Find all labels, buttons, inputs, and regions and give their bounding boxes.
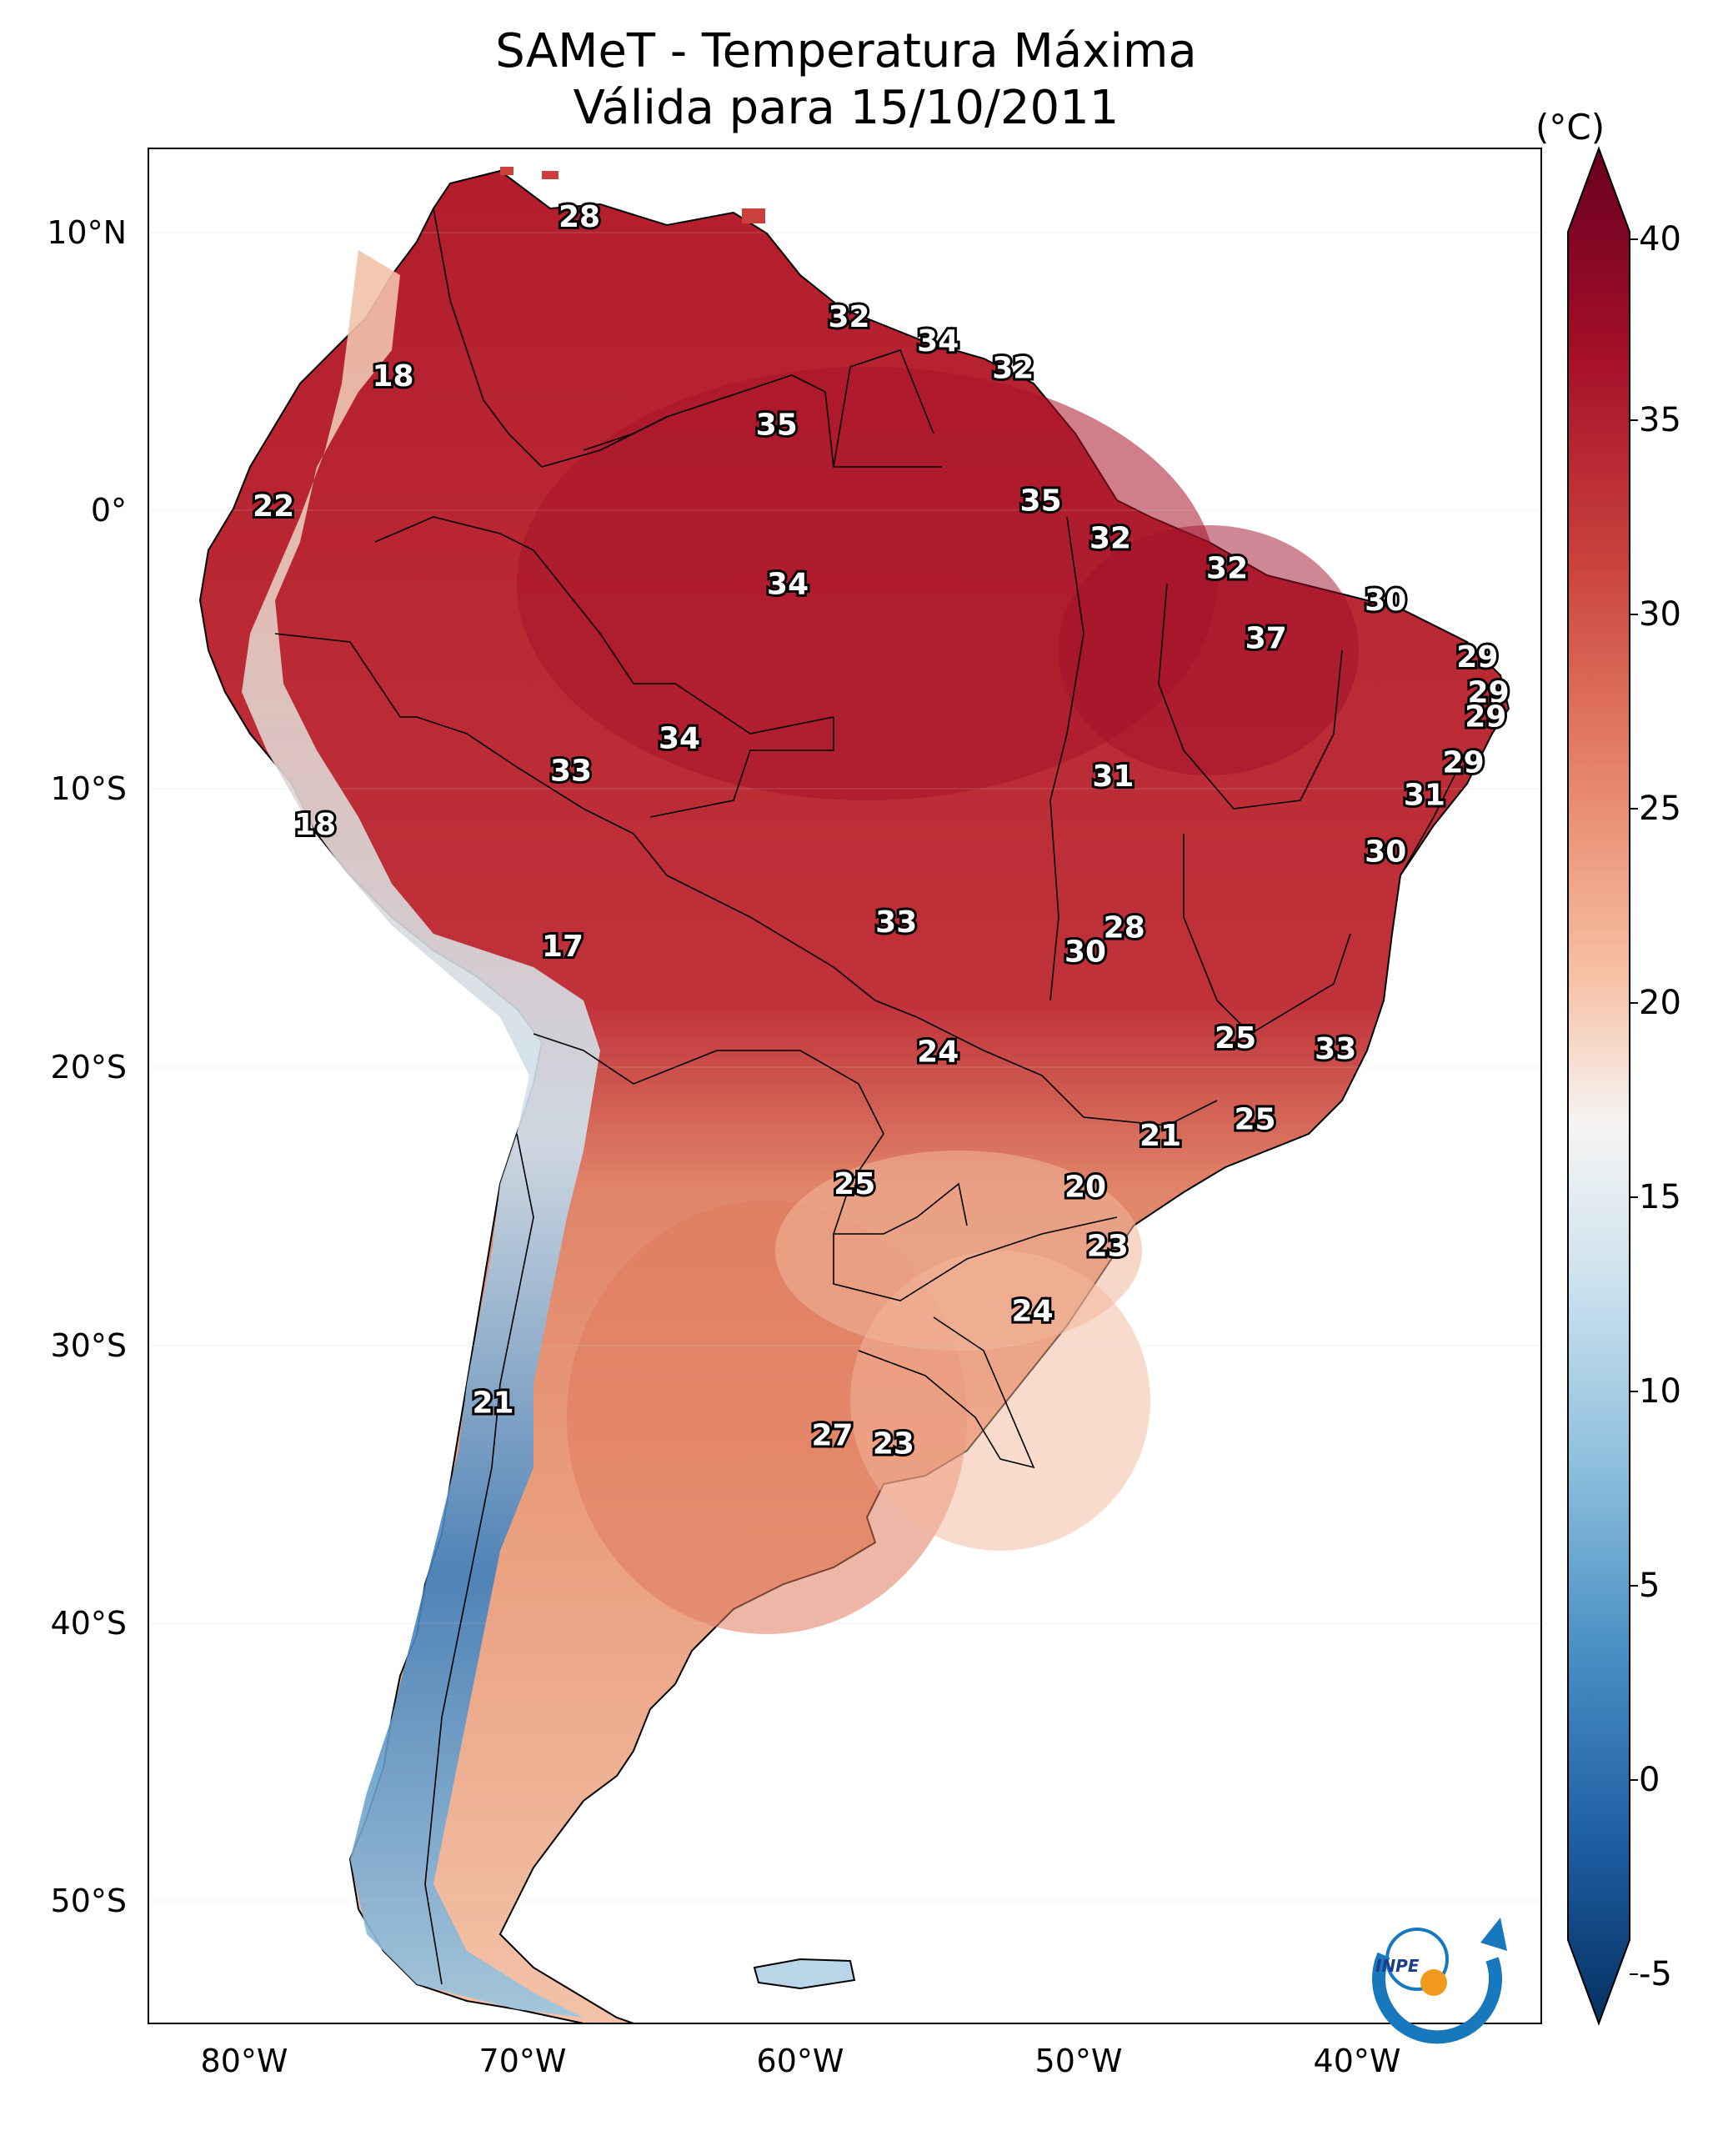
station-temperature-label: 30 [1365, 584, 1406, 618]
map-title: SAMeT - Temperatura Máxima Válida para 1… [150, 23, 1542, 137]
station-temperature-label: 25 [1234, 1102, 1275, 1136]
station-temperature-label: 37 [1245, 622, 1287, 656]
station-temperature-label: 33 [1315, 1032, 1356, 1066]
inpe-logo-text: INPE [1375, 1956, 1420, 1976]
station-temperature-label: 20 [1064, 1170, 1106, 1204]
lon-tick: 60°W [757, 2043, 844, 2079]
longitude-axis: 80°W 70°W 60°W 50°W 40°W [201, 2043, 1401, 2079]
colorbar-tick: 0 [1639, 1761, 1660, 1799]
inpe-logo-swoosh [1372, 1952, 1502, 2044]
station-temperature-label: 33 [875, 905, 917, 940]
station-temperature-label: 28 [558, 200, 600, 234]
lat-tick: 0° [91, 492, 127, 529]
lat-tick: 40°S [51, 1605, 127, 1642]
station-temperature-label: 31 [1092, 760, 1134, 794]
station-temperature-label: 24 [917, 1035, 959, 1069]
station-temperature-label: 32 [828, 300, 869, 334]
station-temperature-label: 33 [550, 754, 592, 788]
station-temperature-label: 29 [1468, 675, 1510, 709]
station-temperature-label: 23 [1087, 1230, 1129, 1264]
colorbar [1567, 146, 1638, 2026]
colorbar-tick: 10 [1639, 1372, 1681, 1411]
station-temperature-label: 27 [811, 1419, 853, 1453]
station-temperature-label: 29 [1465, 700, 1506, 735]
lon-tick: 80°W [201, 2043, 288, 2079]
station-temperature-label: 32 [1206, 551, 1248, 585]
lon-tick: 50°W [1035, 2043, 1123, 2079]
colorbar-tick: 5 [1639, 1567, 1660, 1605]
colorbar-unit: (°C) [1535, 107, 1605, 148]
lat-tick: 30°S [51, 1327, 127, 1364]
colorbar-tick: 20 [1639, 984, 1681, 1022]
station-temperature-label: 35 [1020, 484, 1062, 518]
inpe-logo: INPE [1372, 1918, 1507, 2044]
station-temperature-label: 34 [767, 568, 809, 602]
colorbar-tick: 30 [1639, 595, 1681, 634]
lat-tick: 20°S [51, 1049, 127, 1086]
station-temperature-label: 30 [1365, 835, 1406, 870]
station-temperature-label: 21 [473, 1386, 514, 1421]
title-line-2: Válida para 15/10/2011 [573, 81, 1119, 135]
station-temperature-label: 22 [253, 489, 294, 524]
station-temperature-label: 32 [1089, 522, 1131, 556]
station-temperature-label: 30 [1064, 935, 1106, 970]
inpe-logo-orbit [1385, 1928, 1449, 1991]
andes-cold-band [242, 250, 600, 2018]
station-temperature-label: 29 [1456, 640, 1498, 674]
station-temperature-label: 35 [756, 409, 798, 443]
latitude-axis: 10°N 0° 10°S 20°S 30°S 40°S 50°S [47, 214, 127, 1919]
lat-tick: 10°N [47, 214, 127, 251]
country-borders [274, 208, 1468, 1985]
station-temperature-label: 31 [1404, 779, 1445, 813]
station-temperature-label: 21 [1139, 1119, 1181, 1153]
title-line-1: SAMeT - Temperatura Máxima [495, 24, 1197, 78]
station-temperature-label: 25 [1215, 1021, 1256, 1055]
station-temperature-label: 28 [1104, 910, 1145, 945]
station-temperature-label: 34 [659, 722, 700, 756]
lat-tick: 50°S [51, 1883, 127, 1919]
lon-tick: 70°W [479, 2043, 567, 2079]
lat-tick: 10°S [51, 770, 127, 807]
station-temperature-label: 34 [917, 324, 959, 358]
station-temperature-label: 24 [1012, 1295, 1054, 1329]
lon-tick: 40°W [1314, 2043, 1401, 2079]
station-temperature-label: 25 [834, 1167, 875, 1201]
colorbar-tick: 35 [1639, 401, 1681, 439]
station-temperature-label: 29 [1443, 746, 1485, 780]
station-temperature-label: 23 [873, 1426, 914, 1461]
colorbar-tick: 15 [1639, 1178, 1681, 1216]
colorbar-tick: 40 [1639, 220, 1681, 258]
colorbar-tick: -5 [1639, 1955, 1672, 1993]
station-temperature-label: 32 [992, 352, 1034, 386]
colorbar-gradient [1567, 146, 1630, 2026]
station-temperature-label: 18 [372, 359, 413, 394]
inpe-logo-sun [1420, 1969, 1447, 1996]
colorbar-tick: 25 [1639, 790, 1681, 828]
inpe-logo-arrow [1480, 1918, 1507, 1951]
station-temperature-label: 17 [542, 930, 584, 964]
station-temperature-label: 18 [294, 808, 336, 842]
